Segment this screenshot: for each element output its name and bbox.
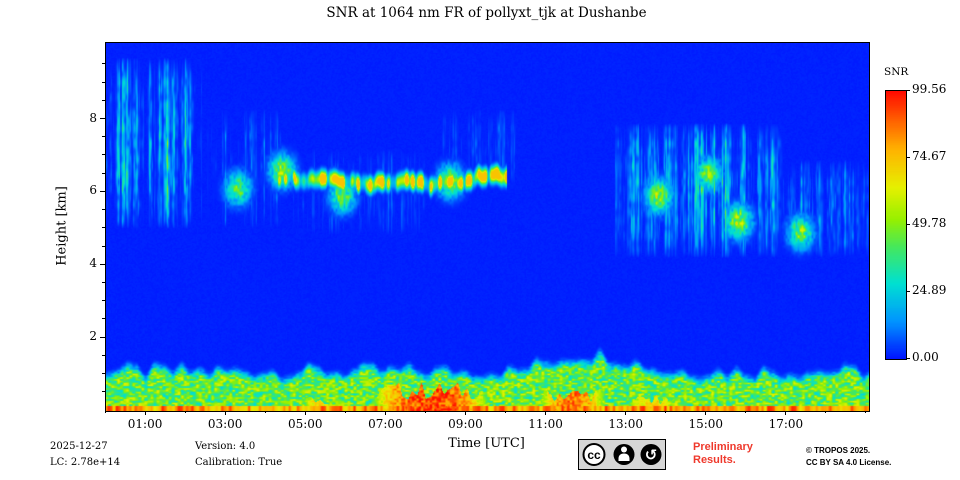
y-minor-tick <box>102 81 105 83</box>
x-tick-label: 09:00 <box>448 417 483 431</box>
y-minor-tick <box>102 300 105 302</box>
y-minor-tick <box>102 99 105 101</box>
x-tick-mark <box>545 411 547 415</box>
x-minor-tick <box>184 411 186 413</box>
y-tick-label: 2 <box>89 329 97 344</box>
y-minor-tick <box>102 373 105 375</box>
x-tick-mark <box>384 411 386 415</box>
y-minor-tick <box>102 391 105 393</box>
x-tick-label: 17:00 <box>768 417 804 431</box>
colorbar-tick-mark <box>907 357 910 359</box>
x-tick-label: 13:00 <box>608 417 643 431</box>
y-tick-mark <box>100 118 105 119</box>
y-minor-tick <box>102 209 105 211</box>
copyright-block: © TROPOS 2025. CC BY SA 4.0 License. <box>806 445 891 468</box>
y-minor-tick <box>102 227 105 229</box>
y-minor-tick <box>102 172 105 174</box>
colorbar-canvas <box>886 91 906 359</box>
y-axis-label: Height [km] <box>54 186 70 266</box>
copyright-line2: CC BY SA 4.0 License. <box>806 457 892 467</box>
y-minor-tick <box>102 281 105 283</box>
x-minor-tick <box>264 411 266 413</box>
x-minor-tick <box>424 411 426 413</box>
x-minor-tick <box>665 411 667 413</box>
chart-title: SNR at 1064 nm FR of pollyxt_tjk at Dush… <box>326 5 647 21</box>
x-tick-mark <box>144 411 146 415</box>
x-tick-mark <box>304 411 306 415</box>
x-tick-label: 11:00 <box>528 417 563 431</box>
y-minor-tick <box>102 354 105 356</box>
y-minor-tick <box>102 154 105 156</box>
heatmap-canvas <box>106 43 869 411</box>
plot-area <box>105 42 870 412</box>
y-tick-mark <box>100 263 105 265</box>
x-axis-label: Time [UTC] <box>448 436 525 451</box>
y-minor-tick <box>102 63 105 65</box>
cc-by-sa-badge: cc ↺ <box>578 439 666 470</box>
version-label: Version: 4.0 <box>195 441 256 452</box>
x-tick-label: 05:00 <box>287 417 323 431</box>
colorbar-tick-label: 74.67 <box>912 149 947 163</box>
by-icon <box>613 444 635 465</box>
colorbar-tick-label: 49.78 <box>912 216 947 230</box>
x-tick-mark <box>705 411 707 415</box>
x-minor-tick <box>585 411 587 413</box>
preliminary-results-label: Preliminary Results. <box>693 441 753 466</box>
x-tick-mark <box>464 411 466 415</box>
colorbar-tick-label: 99.56 <box>912 82 947 96</box>
copyright-line1: © TROPOS 2025. <box>806 446 871 455</box>
colorbar-tick-label: 0.00 <box>912 350 939 364</box>
calibration-label: Calibration: True <box>195 457 283 468</box>
svg-text:↺: ↺ <box>645 446 658 464</box>
colorbar-tick-label: 24.89 <box>912 283 947 297</box>
colorbar <box>885 90 907 360</box>
lidar-constant-label: LC: 2.78e+14 <box>50 457 121 468</box>
y-tick-label: 8 <box>89 110 97 125</box>
colorbar-title: SNR <box>884 66 909 78</box>
x-tick-mark <box>785 411 787 415</box>
y-tick-mark <box>100 190 105 192</box>
colorbar-tick-mark <box>907 156 910 158</box>
date-label: 2025-12-27 <box>50 441 108 452</box>
y-minor-tick <box>102 318 105 320</box>
x-minor-tick <box>104 411 106 413</box>
colorbar-tick-mark <box>907 290 910 292</box>
y-tick-mark <box>100 336 105 338</box>
x-tick-label: 07:00 <box>368 417 403 431</box>
y-minor-tick <box>102 136 105 138</box>
x-tick-mark <box>625 411 627 415</box>
svg-text:cc: cc <box>587 448 601 462</box>
y-minor-tick <box>102 245 105 247</box>
colorbar-tick-mark <box>907 223 910 225</box>
x-tick-label: 01:00 <box>127 417 163 431</box>
x-minor-tick <box>825 411 827 413</box>
x-minor-tick <box>505 411 507 413</box>
x-minor-tick <box>745 411 747 413</box>
sa-icon: ↺ <box>640 444 662 465</box>
x-tick-label: 15:00 <box>688 417 724 431</box>
cc-icon: cc <box>582 443 606 466</box>
x-tick-label: 03:00 <box>207 417 243 431</box>
x-minor-tick <box>865 411 867 413</box>
x-tick-mark <box>224 411 226 415</box>
x-minor-tick <box>344 411 346 413</box>
y-tick-label: 4 <box>89 256 97 271</box>
colorbar-tick-mark <box>907 89 910 91</box>
y-tick-label: 6 <box>89 183 97 198</box>
